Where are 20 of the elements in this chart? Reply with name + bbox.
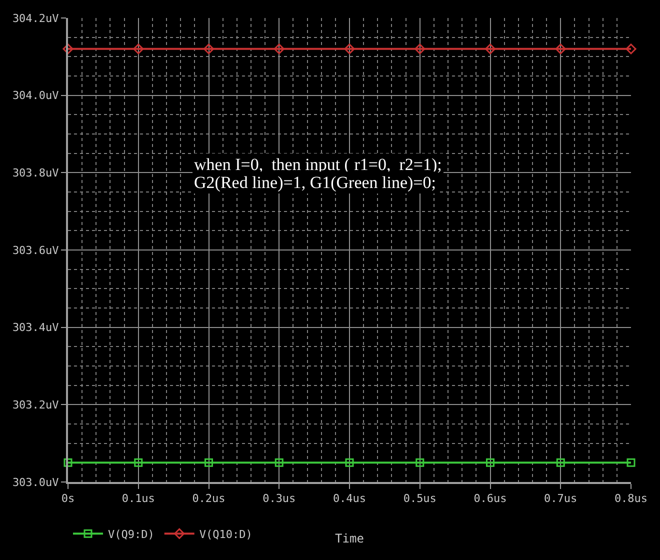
y-tick-label: 304.0uV <box>12 89 60 102</box>
x-tick-label: 0.2us <box>192 492 226 506</box>
x-tick-label: 0.7us <box>544 492 578 506</box>
x-tick-label: 0.1us <box>122 492 155 506</box>
x-tick-label: 0.6us <box>474 492 507 506</box>
annotation: G2(Red line)=1, G1(Green line)=0; <box>194 173 436 192</box>
y-tick-label: 303.4uV <box>12 321 60 334</box>
y-tick-label: 304.2uV <box>12 12 60 25</box>
x-tick-label: 0.4us <box>332 492 366 506</box>
y-tick-label: 303.2uV <box>12 398 60 412</box>
x-tick-label: 0.3us <box>262 492 296 506</box>
x-tick-label: 0.8us <box>614 492 648 506</box>
x-axis-title: Time <box>335 532 364 546</box>
x-tick-label: 0.5us <box>403 492 436 506</box>
legend-label: V(Q9:D) <box>108 528 154 541</box>
legend-label: V(Q10:D) <box>199 528 252 541</box>
x-tick-label: 0s <box>61 492 75 506</box>
y-tick-label: 303.8uV <box>12 166 60 180</box>
y-tick-label: 303.6uV <box>12 244 60 257</box>
y-tick-label: 303.0uV <box>12 476 60 489</box>
